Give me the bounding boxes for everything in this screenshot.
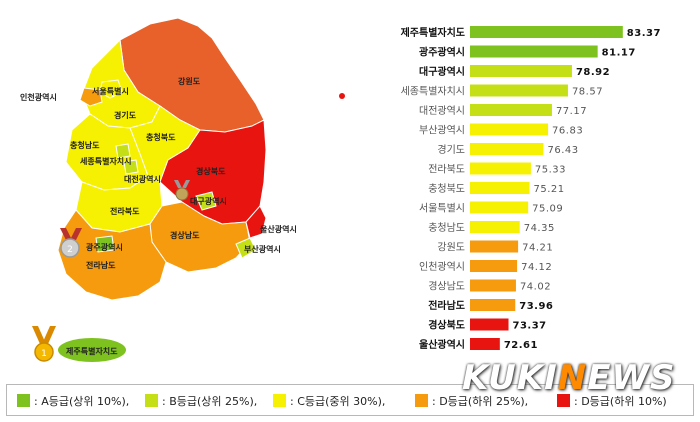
value-label-16: 72.61 bbox=[504, 340, 538, 351]
label-chungnam: 충청남도 bbox=[70, 140, 100, 150]
value-label-6: 76.43 bbox=[547, 145, 578, 156]
bar-5 bbox=[470, 123, 549, 136]
category-label-7: 전라북도 bbox=[428, 164, 465, 176]
bar-9 bbox=[470, 201, 529, 214]
value-label-15: 73.37 bbox=[513, 321, 547, 332]
region-busan bbox=[235, 237, 257, 259]
legend-swatch-c bbox=[273, 394, 286, 407]
legend-item-b: : B등급(상위 25%), bbox=[145, 393, 257, 409]
category-label-12: 인천광역시 bbox=[419, 261, 465, 273]
bar-4 bbox=[470, 104, 552, 116]
category-label-16: 울산광역시 bbox=[419, 338, 465, 351]
bronze-medal-icon bbox=[174, 180, 190, 201]
legend-item-d: : D등급(하위 10%) bbox=[557, 393, 667, 409]
value-label-2: 78.92 bbox=[576, 67, 610, 78]
label-gyeongbuk: 경상북도 bbox=[196, 166, 226, 176]
value-label-8: 75.21 bbox=[534, 184, 565, 195]
category-label-14: 전라남도 bbox=[428, 299, 465, 312]
label-incheon: 인천광역시 bbox=[20, 92, 57, 102]
category-label-13: 경상남도 bbox=[428, 280, 465, 293]
bar-3 bbox=[470, 84, 568, 97]
value-label-14: 73.96 bbox=[519, 301, 553, 312]
region-gwangju bbox=[95, 235, 115, 253]
bar-14 bbox=[470, 299, 516, 311]
region-jeju bbox=[58, 338, 126, 362]
value-label-13: 74.02 bbox=[520, 282, 551, 293]
silver-medal-icon: 2 bbox=[60, 228, 82, 258]
label-gwangju: 광주광역시 bbox=[86, 242, 123, 252]
bar-0 bbox=[470, 26, 623, 38]
legend-item-a: : A등급(상위 10%), bbox=[17, 393, 129, 409]
label-chungbuk: 충청북도 bbox=[146, 132, 176, 142]
category-label-8: 충청북도 bbox=[428, 183, 465, 195]
category-label-1: 광주광역시 bbox=[419, 46, 465, 59]
value-label-4: 77.17 bbox=[556, 106, 587, 117]
value-label-7: 75.33 bbox=[535, 165, 566, 176]
label-gyeonggi: 경기도 bbox=[114, 110, 137, 120]
category-label-10: 충청남도 bbox=[428, 222, 465, 234]
category-label-11: 강원도 bbox=[437, 242, 465, 254]
legend-swatch-b bbox=[145, 394, 158, 407]
bar-1 bbox=[470, 45, 598, 58]
bar-13 bbox=[470, 279, 516, 292]
bar-6 bbox=[470, 143, 544, 155]
category-label-0: 제주특별자치도 bbox=[401, 26, 465, 39]
bar-8 bbox=[470, 182, 530, 194]
region-incheon bbox=[79, 87, 103, 107]
svg-text:1: 1 bbox=[41, 349, 47, 359]
score-bar-chart: 제주특별자치도 83.37 광주광역시 81.17 대구광역시 78.92 세종특별자치시 7… bbox=[401, 26, 661, 351]
value-label-11: 74.21 bbox=[522, 243, 553, 254]
value-label-1: 81.17 bbox=[602, 48, 636, 59]
label-busan: 부산광역시 bbox=[244, 244, 281, 254]
bar-2 bbox=[470, 65, 572, 77]
region-jeonnam bbox=[57, 209, 167, 301]
bar-11 bbox=[470, 240, 519, 253]
category-label-9: 서울특별시 bbox=[419, 203, 465, 215]
bar-10 bbox=[470, 221, 520, 233]
category-label-3: 세종특별자치시 bbox=[401, 86, 465, 98]
label-daejeon: 대전광역시 bbox=[124, 174, 161, 184]
gold-medal-icon: 1 bbox=[32, 326, 56, 362]
category-label-4: 대전광역시 bbox=[419, 105, 465, 117]
category-label-5: 부산광역시 bbox=[419, 125, 465, 137]
region-sejong bbox=[115, 143, 131, 159]
svg-text:2: 2 bbox=[67, 245, 73, 255]
legend-swatch-d bbox=[557, 394, 570, 407]
category-label-15: 경상북도 bbox=[428, 319, 465, 332]
legend-swatch-a bbox=[17, 394, 30, 407]
label-jeonnam: 전라남도 bbox=[86, 260, 116, 270]
category-label-2: 대구광역시 bbox=[419, 65, 465, 78]
label-ulsan: 울산광역시 bbox=[260, 224, 297, 234]
legend-item-d-plus: : D등급(하위 25%), bbox=[415, 393, 528, 409]
region-daejeon bbox=[123, 159, 139, 175]
region-daegu bbox=[195, 191, 217, 211]
grade-legend: : A등급(상위 10%), : B등급(상위 25%), : C등급(중위 3… bbox=[6, 384, 694, 416]
bar-12 bbox=[470, 260, 518, 272]
label-gangwon: 강원도 bbox=[178, 76, 201, 86]
value-label-12: 74.12 bbox=[521, 262, 552, 273]
value-label-3: 78.57 bbox=[572, 87, 603, 98]
value-label-5: 76.83 bbox=[552, 126, 583, 137]
legend-swatch-d-plus bbox=[415, 394, 428, 407]
label-jeju: 제주특별자치도 bbox=[66, 346, 118, 356]
value-label-9: 75.09 bbox=[532, 204, 563, 215]
bar-7 bbox=[470, 162, 531, 175]
bar-15 bbox=[470, 318, 509, 331]
bar-16 bbox=[470, 338, 500, 350]
kukinews-watermark: KUKINEWS bbox=[462, 358, 676, 398]
korea-region-map: 1 2 인천광역시 서울특별시 경기도 강원도 충청북도 충청남도 세종특별자치… bbox=[20, 17, 345, 362]
label-jeonbuk: 전라북도 bbox=[110, 206, 140, 216]
label-sejong: 세종특별자치시 bbox=[80, 156, 132, 166]
region-ulleungdo bbox=[339, 93, 345, 99]
label-daegu: 대구광역시 bbox=[190, 196, 227, 206]
legend-item-c: : C등급(중위 30%), bbox=[273, 393, 385, 409]
category-label-6: 경기도 bbox=[437, 143, 465, 156]
value-label-10: 74.35 bbox=[524, 223, 555, 234]
region-ulsan bbox=[245, 205, 267, 239]
label-seoul: 서울특별시 bbox=[92, 86, 129, 96]
label-gyeongnam: 경상남도 bbox=[170, 230, 200, 240]
value-label-0: 83.37 bbox=[627, 28, 661, 39]
